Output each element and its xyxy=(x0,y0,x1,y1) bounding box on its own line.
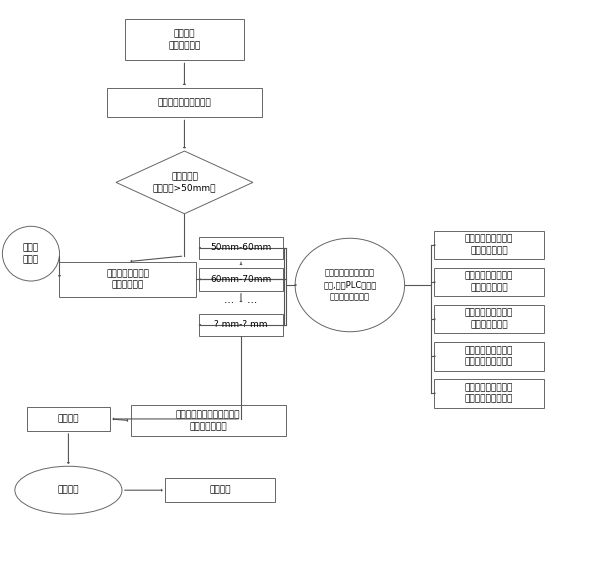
Ellipse shape xyxy=(15,466,122,514)
FancyBboxPatch shape xyxy=(199,268,283,291)
Ellipse shape xyxy=(2,226,60,281)
FancyBboxPatch shape xyxy=(27,407,110,431)
Text: 调用该直径区间的设置
参数,通过PLC编程实
现各参量控制计算: 调用该直径区间的设置 参数,通过PLC编程实 现各参量控制计算 xyxy=(323,268,377,302)
FancyBboxPatch shape xyxy=(165,478,275,502)
FancyBboxPatch shape xyxy=(60,262,196,297)
Text: 根据设定值完成上转
伺服电机的控制: 根据设定值完成上转 伺服电机的控制 xyxy=(465,235,513,255)
FancyBboxPatch shape xyxy=(434,379,544,408)
Text: 跳出程序: 跳出程序 xyxy=(58,486,79,495)
Text: 人工收尾: 人工收尾 xyxy=(209,486,231,495)
Text: ···    ···: ··· ··· xyxy=(224,298,258,308)
FancyBboxPatch shape xyxy=(434,231,544,259)
FancyBboxPatch shape xyxy=(107,88,262,117)
FancyBboxPatch shape xyxy=(434,342,544,370)
Text: 人工预热、化料、引晶: 人工预热、化料、引晶 xyxy=(158,98,211,107)
Text: ? mm-? mm: ? mm-? mm xyxy=(214,320,268,329)
Text: 60mm-70mm: 60mm-70mm xyxy=(211,275,271,284)
Text: 根据设定值完成下转
伺服电机的控制: 根据设定值完成下转 伺服电机的控制 xyxy=(465,272,513,292)
FancyBboxPatch shape xyxy=(199,314,283,336)
Text: 根据功率设定值完成
成发生器功率的控制: 根据功率设定值完成 成发生器功率的控制 xyxy=(465,383,513,404)
FancyBboxPatch shape xyxy=(434,268,544,296)
Text: 开启自
动放肩: 开启自 动放肩 xyxy=(23,243,39,264)
Text: 根据计算上速值完成
上速伺服电机的控制: 根据计算上速值完成 上速伺服电机的控制 xyxy=(465,346,513,367)
FancyBboxPatch shape xyxy=(131,405,286,437)
Text: 根据保持功率设定值完成发
生器功率的控制: 根据保持功率设定值完成发 生器功率的控制 xyxy=(176,410,240,431)
Text: 判断单晶直径位于
哪个生长区间: 判断单晶直径位于 哪个生长区间 xyxy=(107,269,149,290)
Text: 等径生长: 等径生长 xyxy=(58,414,79,424)
Text: 根据设定值完成下速
伺服电机的控制: 根据设定值完成下速 伺服电机的控制 xyxy=(465,309,513,329)
Text: 设定区间
输入控制参数: 设定区间 输入控制参数 xyxy=(168,30,201,50)
FancyBboxPatch shape xyxy=(434,305,544,333)
Ellipse shape xyxy=(295,238,405,332)
Text: 人工扩肩，
单晶直径>50mm后: 人工扩肩， 单晶直径>50mm后 xyxy=(153,172,216,193)
FancyBboxPatch shape xyxy=(199,237,283,259)
FancyBboxPatch shape xyxy=(125,19,244,60)
Polygon shape xyxy=(116,151,253,214)
Text: 50mm-60mm: 50mm-60mm xyxy=(211,243,271,253)
